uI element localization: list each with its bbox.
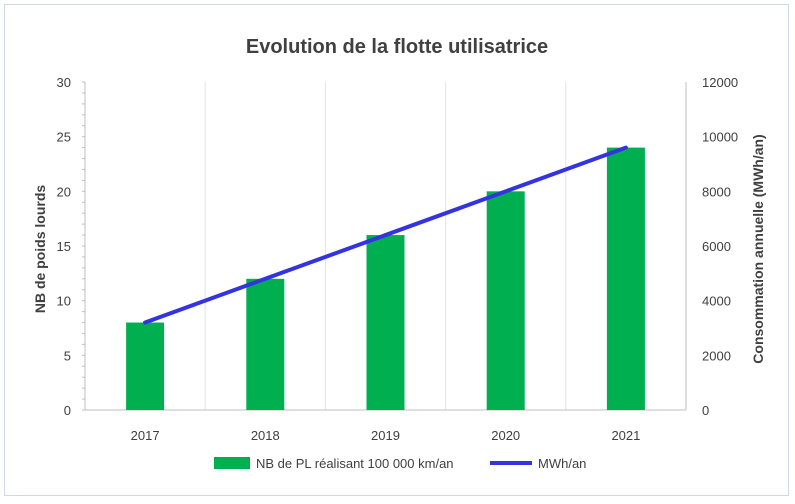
bar — [486, 191, 525, 410]
x-tick-label: 2020 — [491, 428, 520, 443]
chart-title: Evolution de la flotte utilisatrice — [246, 36, 548, 58]
bar-layer — [126, 147, 645, 410]
y-tick-label: 0 — [64, 403, 71, 418]
bar — [246, 278, 285, 410]
y-tick-label: 15 — [57, 239, 71, 254]
legend-bar-label: NB de PL réalisant 100 000 km/an — [256, 456, 454, 471]
x-tick-label: 2019 — [371, 428, 400, 443]
y-tick-label: 25 — [57, 130, 71, 145]
bar — [366, 235, 405, 410]
y2-tick-label: 8000 — [702, 184, 731, 199]
line-layer — [143, 145, 628, 325]
y2-tick-label: 2000 — [702, 348, 731, 363]
y2-axis-title: Consommation annuelle (MWh/an) — [750, 134, 766, 363]
y-tick-label: 10 — [57, 294, 71, 309]
x-tick-label: 2017 — [131, 428, 160, 443]
bar — [606, 147, 645, 410]
y-tick-label: 5 — [64, 348, 71, 363]
y-axis-title: NB de poids lourds — [32, 185, 48, 314]
y2-tick-label: 12000 — [702, 75, 738, 90]
chart-svg: Evolution de la flotte utilisatrice 0 5 10… — [32, 36, 766, 471]
bar — [126, 322, 165, 410]
legend-line-label: MWh/an — [538, 456, 586, 471]
legend: NB de PL réalisant 100 000 km/an MWh/an — [214, 456, 586, 471]
x-tick-label: 2018 — [251, 428, 280, 443]
y2-tick-label: 10000 — [702, 130, 738, 145]
chart-frame: Evolution de la flotte utilisatrice 0 5 10… — [4, 4, 789, 496]
y-tick-label: 20 — [57, 184, 71, 199]
y2-tick-label: 6000 — [702, 239, 731, 254]
y-tick-label: 30 — [57, 75, 71, 90]
y2-tick-label: 0 — [702, 403, 709, 418]
x-tick-label: 2021 — [611, 428, 640, 443]
legend-bar-swatch — [214, 457, 250, 469]
y2-tick-label: 4000 — [702, 294, 731, 309]
label-layer: 0 5 10 15 20 25 30 0 2000 4000 6000 8000 10000 12000 2… — [57, 75, 739, 443]
